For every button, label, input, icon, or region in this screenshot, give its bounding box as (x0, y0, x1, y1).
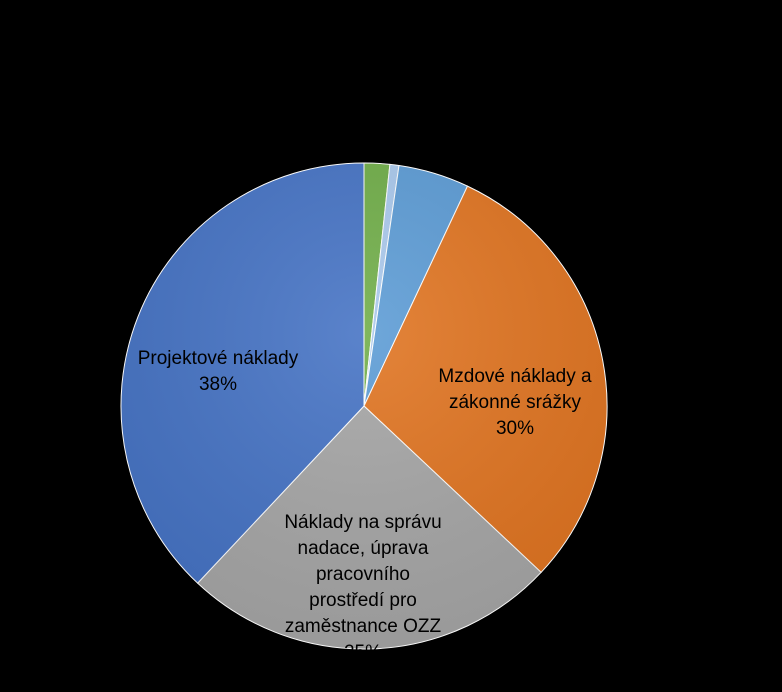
slice-label-line: zaměstnance OZZ (285, 616, 442, 637)
slice-label-naklady-na-spravu-nadace-uprav: Náklady na správu nadace, úprava pracovníh… (284, 512, 441, 663)
slice-label-line: nadace, úprava (298, 538, 429, 559)
slice-percent-label: 30% (496, 418, 534, 439)
slice-label-line: pracovního (316, 564, 410, 585)
slice-label-line: Projektové náklady (138, 348, 299, 369)
slice-percent-label: 25% (344, 642, 382, 663)
slice-label-mzdove-naklady-a-zakonne-srazk: Mzdové náklady a zákonné srážky 30% (438, 366, 592, 439)
slice-label-line: zákonné srážky (449, 392, 582, 413)
pie-labels: Mzdové náklady a zákonné srážky 30% Náklady… (138, 348, 592, 663)
slice-label-line: prostředí pro (309, 590, 417, 611)
slice-percent-label: 38% (199, 374, 237, 395)
slice-label-projektove-naklady: Projektové náklady 38% (138, 348, 299, 395)
slice-label-line: Mzdové náklady a (438, 366, 592, 387)
slice-label-line: Náklady na správu (284, 512, 441, 533)
